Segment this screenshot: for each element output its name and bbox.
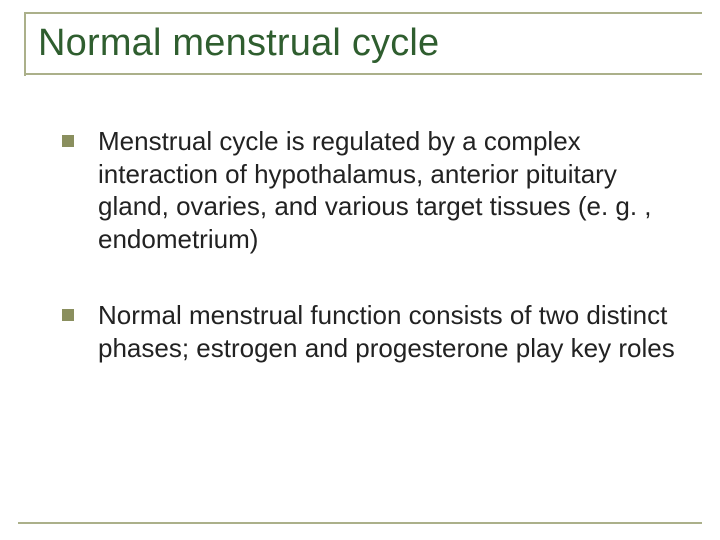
title-rule-top: [26, 12, 702, 14]
title-block: Normal menstrual cycle: [18, 12, 702, 75]
square-bullet-icon: [62, 135, 74, 147]
slide-body: Menstrual cycle is regulated by a comple…: [18, 125, 702, 364]
title-rule-bottom: [24, 73, 702, 75]
bullet-text: Normal menstrual function consists of tw…: [98, 299, 678, 364]
title-rule-vertical: [24, 12, 26, 76]
square-bullet-icon: [62, 309, 74, 321]
list-item: Normal menstrual function consists of tw…: [62, 299, 678, 364]
slide-title: Normal menstrual cycle: [18, 16, 702, 73]
list-item: Menstrual cycle is regulated by a comple…: [62, 125, 678, 255]
slide: Normal menstrual cycle Menstrual cycle i…: [0, 0, 720, 540]
bullet-text: Menstrual cycle is regulated by a comple…: [98, 125, 678, 255]
footer-rule: [18, 522, 702, 524]
